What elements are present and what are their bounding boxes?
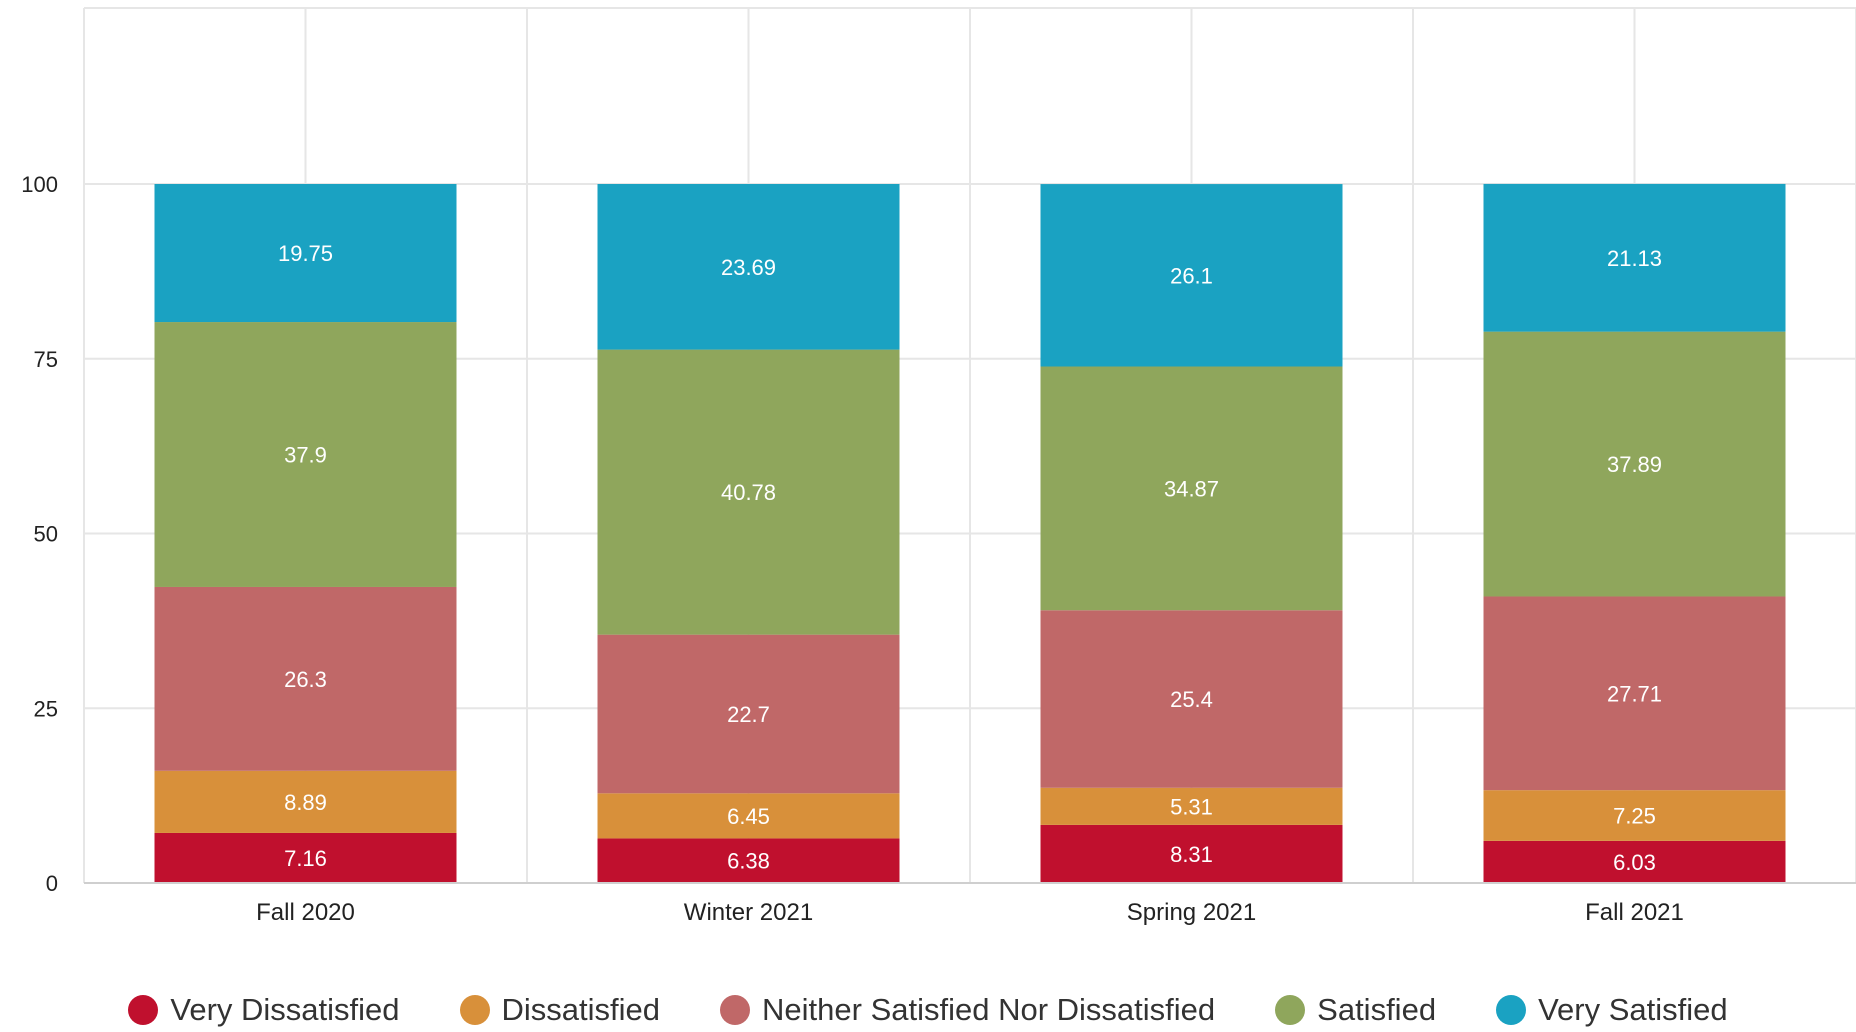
legend-label: Satisfied — [1317, 992, 1437, 1027]
x-tick-label: Fall 2021 — [1585, 899, 1684, 926]
y-tick-label: 75 — [34, 347, 58, 372]
x-tick-label: Winter 2021 — [684, 899, 813, 926]
bar-segment[interactable] — [154, 586, 457, 771]
data-label: 37.9 — [284, 443, 327, 468]
data-label: 25.4 — [1170, 687, 1213, 712]
legend-label: Dissatisfied — [501, 992, 661, 1027]
y-tick-label: 100 — [21, 172, 58, 197]
data-label: 23.69 — [721, 255, 776, 280]
x-tick-label: Fall 2020 — [256, 899, 355, 926]
legend-label: Neither Satisfied Nor Dissatisfied — [762, 992, 1216, 1027]
legend-item[interactable]: Very Satisfied — [1496, 992, 1728, 1028]
bar-segment[interactable] — [1040, 610, 1343, 788]
data-label: 7.25 — [1613, 804, 1656, 829]
bar-segment[interactable] — [1483, 840, 1786, 883]
bar-segment[interactable] — [1040, 184, 1343, 367]
legend-marker — [128, 995, 159, 1025]
legend-label: Very Satisfied — [1538, 992, 1728, 1027]
data-label: 34.87 — [1164, 476, 1219, 501]
bar-segment[interactable] — [597, 838, 900, 883]
legend-item[interactable]: Dissatisfied — [459, 992, 661, 1028]
legend-item[interactable]: Neither Satisfied Nor Dissatisfied — [720, 992, 1215, 1028]
data-label: 22.7 — [727, 702, 770, 727]
bar-segment[interactable] — [1483, 331, 1786, 597]
bar-segment[interactable] — [1483, 790, 1786, 841]
data-label: 8.89 — [284, 790, 327, 815]
y-tick-label: 50 — [34, 522, 58, 547]
x-tick-label: Spring 2021 — [1127, 899, 1256, 926]
bar-segment[interactable] — [597, 634, 900, 794]
bar-segment[interactable] — [1040, 824, 1343, 883]
bar-segment[interactable] — [154, 770, 457, 833]
stacked-bar-chart: 0 25 50 75 100 7.16 8.89 26.3 37.9 19.75 Fall 2020… — [21, 7, 1856, 926]
data-label: 19.75 — [278, 241, 333, 266]
data-label: 26.3 — [284, 667, 327, 692]
bar-segment[interactable] — [154, 322, 457, 587]
data-label: 21.13 — [1607, 246, 1662, 271]
legend-item[interactable]: Very Dissatisfied — [128, 992, 400, 1028]
legend-marker — [1275, 995, 1306, 1025]
legend-marker — [1496, 995, 1527, 1025]
chart-legend: Very Dissatisfied Dissatisfied Neither Sat… — [0, 990, 1856, 1030]
data-label: 7.16 — [284, 846, 327, 871]
y-tick-label: 25 — [34, 696, 58, 721]
bar-segment[interactable] — [1040, 366, 1343, 611]
bar-segment[interactable] — [597, 184, 900, 350]
legend-marker — [459, 995, 490, 1025]
data-label: 37.89 — [1607, 452, 1662, 477]
data-label: 6.38 — [727, 849, 770, 874]
data-label: 40.78 — [721, 480, 776, 505]
legend-item[interactable]: Satisfied — [1275, 992, 1436, 1028]
bar-segment[interactable] — [1483, 596, 1786, 791]
legend-label: Very Dissatisfied — [170, 992, 400, 1027]
legend-marker — [720, 995, 751, 1025]
data-label: 6.03 — [1613, 850, 1656, 875]
bar-segment[interactable] — [597, 349, 900, 635]
data-label: 5.31 — [1170, 794, 1213, 819]
bar-segment[interactable] — [1483, 183, 1786, 332]
data-label: 26.1 — [1170, 263, 1213, 288]
bar-segment[interactable] — [597, 793, 900, 839]
y-tick-label: 0 — [46, 871, 58, 896]
bar-segment[interactable] — [154, 184, 457, 323]
data-label: 27.71 — [1607, 681, 1662, 706]
data-label: 6.45 — [727, 804, 770, 829]
bar-segment[interactable] — [154, 832, 457, 883]
bar-segment[interactable] — [1040, 787, 1343, 825]
data-label: 8.31 — [1170, 842, 1213, 867]
